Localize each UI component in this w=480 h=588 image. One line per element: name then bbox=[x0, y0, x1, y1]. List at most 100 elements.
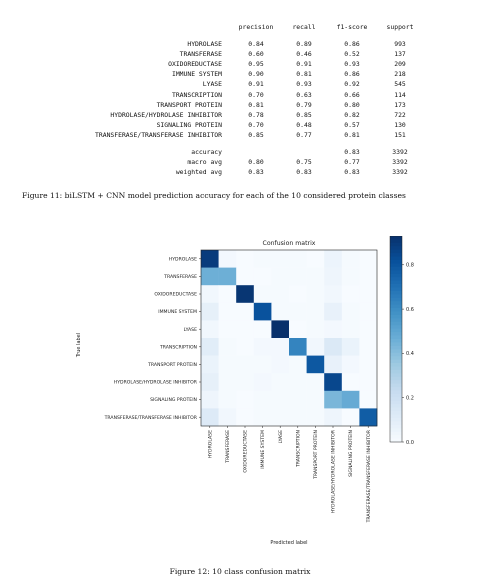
matrix-cell bbox=[236, 320, 255, 339]
colorbar-segment bbox=[390, 249, 402, 254]
matrix-cell bbox=[201, 285, 219, 304]
recall-value: 0.75 bbox=[296, 158, 312, 167]
row-label: IMMUNE SYSTEM bbox=[171, 70, 222, 79]
matrix-cell bbox=[359, 285, 378, 304]
report-table: precision recall f1-score support HYDROL… bbox=[64, 22, 424, 177]
row-label: TRANSPORT PROTEIN bbox=[156, 100, 222, 109]
matrix-cell bbox=[359, 267, 378, 286]
chart-title: Confusion matrix bbox=[263, 240, 316, 247]
matrix-cell bbox=[218, 267, 237, 286]
y-tick-label: LYASE bbox=[184, 327, 197, 333]
colorbar-segment bbox=[390, 393, 402, 398]
matrix-cell bbox=[218, 373, 237, 392]
colorbar-segment bbox=[390, 431, 402, 436]
colorbar-segment bbox=[390, 349, 402, 354]
colorbar-segment bbox=[390, 325, 402, 330]
colorbar-segment bbox=[390, 260, 402, 264]
matrix-cell bbox=[341, 338, 360, 356]
report-row: TRANSFERASE 0.60 0.46 0.52 137 bbox=[64, 49, 424, 59]
matrix-cell bbox=[218, 320, 237, 339]
f1-value: 0.92 bbox=[344, 80, 360, 89]
recall-value: 0.46 bbox=[296, 50, 312, 59]
colorbar-segment bbox=[390, 359, 402, 364]
row-label: weighted avg bbox=[175, 168, 222, 177]
colorbar-segment bbox=[390, 352, 402, 357]
matrix-cell bbox=[271, 302, 290, 321]
colorbar-segment bbox=[390, 380, 402, 385]
matrix-cell bbox=[359, 320, 378, 339]
colorbar-segment bbox=[390, 239, 402, 244]
colorbar-segment bbox=[390, 314, 402, 319]
matrix-cell bbox=[306, 338, 325, 356]
matrix-cell bbox=[359, 355, 378, 374]
colorbar-segment bbox=[390, 356, 402, 360]
matrix-cell bbox=[341, 285, 360, 304]
report-row: LYASE 0.91 0.93 0.92 545 bbox=[64, 79, 424, 89]
y-tick-label: TRANSFERASE bbox=[163, 274, 197, 280]
matrix-cell bbox=[324, 408, 343, 427]
matrix-cell bbox=[306, 408, 325, 427]
matrix-cell bbox=[253, 267, 272, 286]
matrix-cell bbox=[306, 320, 325, 339]
support-value: 130 bbox=[394, 120, 406, 129]
matrix-cell bbox=[236, 250, 255, 268]
recall-value: 0.83 bbox=[296, 168, 312, 177]
x-tick-label: SIGNALING PROTEIN bbox=[348, 430, 354, 477]
colorbar-segment bbox=[390, 363, 402, 367]
colorbar-tick-label: 0.6 bbox=[406, 307, 414, 313]
matrix-cell bbox=[253, 338, 272, 356]
matrix-cell bbox=[289, 302, 307, 321]
matrix-cell bbox=[359, 390, 378, 409]
support-value: 722 bbox=[394, 110, 406, 119]
matrix-cell bbox=[253, 373, 272, 392]
support-value: 3392 bbox=[392, 168, 408, 177]
matrix-cell bbox=[324, 338, 343, 356]
precision-value: 0.85 bbox=[248, 130, 264, 139]
recall-value: 0.85 bbox=[296, 110, 312, 119]
matrix-cell bbox=[324, 285, 343, 304]
colorbar-tick-label: 0.4 bbox=[406, 351, 414, 357]
colorbar-segment bbox=[390, 328, 402, 333]
f1-value: 0.83 bbox=[344, 148, 360, 157]
header-f1-score: f1-score bbox=[336, 23, 368, 31]
colorbar-segment bbox=[390, 277, 402, 282]
matrix-cell bbox=[236, 390, 255, 409]
matrix-cell bbox=[271, 285, 290, 304]
colorbar-segment bbox=[390, 387, 402, 391]
support-value: 137 bbox=[394, 50, 406, 59]
matrix-cell bbox=[218, 408, 237, 427]
f1-value: 0.57 bbox=[344, 120, 360, 129]
report-row: HYDROLASE/HYDROLASE INHIBITOR 0.78 0.85 0.8… bbox=[64, 110, 424, 120]
colorbar-segment bbox=[390, 311, 402, 316]
row-label: HYDROLASE/HYDROLASE INHIBITOR bbox=[110, 110, 222, 119]
colorbar-segment bbox=[390, 297, 402, 302]
report-row: accuracy 0.83 3392 bbox=[64, 147, 424, 157]
recall-value bbox=[280, 147, 328, 157]
row-label: macro avg bbox=[187, 158, 222, 167]
header-recall: recall bbox=[292, 23, 316, 31]
matrix-cell bbox=[289, 267, 307, 286]
recall-value: 0.91 bbox=[296, 60, 312, 69]
report-summary: accuracy 0.83 3392 macro avg 0.80 0.75 0.77 339… bbox=[64, 147, 424, 177]
support-value: 218 bbox=[394, 70, 406, 79]
matrix-cell bbox=[289, 373, 307, 392]
matrix-cell bbox=[341, 355, 360, 374]
report-row: weighted avg 0.83 0.83 0.83 3392 bbox=[64, 167, 424, 177]
matrix-cell bbox=[271, 267, 290, 286]
precision-value: 0.91 bbox=[248, 80, 264, 89]
matrix-cell bbox=[271, 408, 290, 427]
matrix-cell bbox=[341, 373, 360, 392]
x-tick-label: TRANSPORT PROTEIN bbox=[313, 430, 319, 480]
colorbar-segment bbox=[390, 400, 402, 405]
classification-report: precision recall f1-score support HYDROL… bbox=[64, 22, 424, 177]
matrix-cell bbox=[253, 408, 272, 427]
row-label: LYASE bbox=[202, 80, 222, 89]
matrix-cell bbox=[201, 320, 219, 339]
figure-12-caption: Figure 12: 10 class confusion matrix bbox=[169, 567, 311, 576]
colorbar-segment bbox=[390, 253, 402, 257]
precision-value: 0.70 bbox=[248, 90, 264, 99]
row-label: HYDROLASE bbox=[187, 40, 222, 49]
matrix-cell bbox=[218, 250, 237, 268]
matrix-cell bbox=[306, 285, 325, 304]
